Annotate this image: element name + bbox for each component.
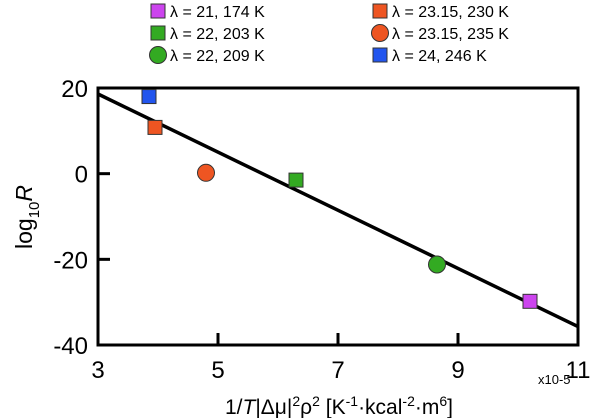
- plot-frame: [96, 86, 580, 347]
- legend-label: λ = 22, 209 K: [170, 48, 265, 65]
- y-axis-label: log10R: [11, 185, 43, 249]
- legend: λ = 21, 174 K λ = 22, 203 K λ = 22, 209 K λ…: [149, 3, 509, 65]
- y-tick-label: -40: [53, 333, 88, 360]
- x-tick-label: 7: [331, 357, 344, 384]
- x-tick-label: 3: [91, 357, 104, 384]
- y-tick-label: 20: [61, 76, 88, 103]
- legend-marker: [149, 46, 167, 64]
- x-axis-label: 1/T|Δμ|2ρ2 [K-1·kcal-2·m6]: [225, 393, 453, 418]
- y-tick-label: 0: [75, 162, 88, 189]
- data-point: [197, 163, 215, 182]
- data-point: [147, 119, 163, 135]
- data-point: [288, 172, 304, 188]
- x-tick-label: 9: [451, 357, 464, 384]
- data-point: [141, 89, 157, 105]
- legend-label: λ = 23.15, 230 K: [392, 4, 509, 21]
- data-point: [428, 255, 446, 274]
- legend-label: λ = 23.15, 235 K: [392, 26, 509, 43]
- data-point: [522, 293, 538, 309]
- plot-area: 3 5 7 9 11 20 0 -20 -40: [53, 76, 590, 384]
- legend-label: λ = 21, 174 K: [170, 4, 265, 21]
- legend-label: λ = 24, 246 K: [392, 48, 487, 65]
- legend-marker: [371, 24, 389, 42]
- y-tick-label: -20: [53, 247, 88, 274]
- legend-marker: [372, 47, 388, 63]
- x-axis-multiplier: x10-5: [538, 372, 571, 387]
- x-tick-label: 5: [211, 357, 224, 384]
- legend-marker: [372, 3, 388, 19]
- legend-marker: [150, 25, 166, 41]
- legend-marker: [150, 3, 166, 19]
- x-tick-label: 11: [566, 357, 591, 384]
- legend-label: λ = 22, 203 K: [170, 26, 265, 43]
- fit-line: [97, 92, 579, 329]
